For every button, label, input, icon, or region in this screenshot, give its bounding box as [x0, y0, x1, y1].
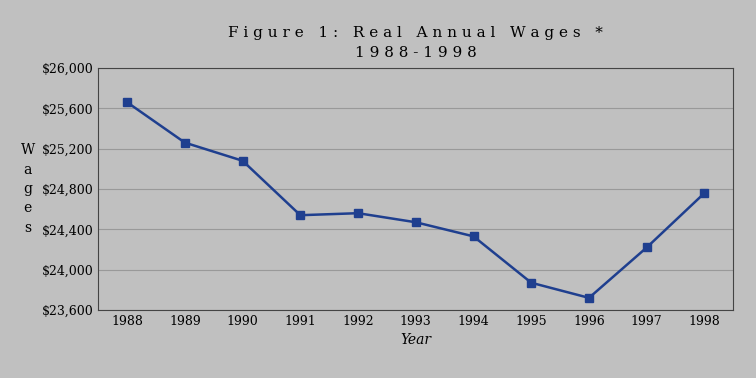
X-axis label: Year: Year — [400, 333, 432, 347]
Y-axis label: W
a
g
e
s: W a g e s — [20, 143, 35, 235]
Title: F i g u r e   1 :   R e a l   A n n u a l   W a g e s   *
1 9 8 8 - 1 9 9 8: F i g u r e 1 : R e a l A n n u a l W a … — [228, 26, 603, 60]
